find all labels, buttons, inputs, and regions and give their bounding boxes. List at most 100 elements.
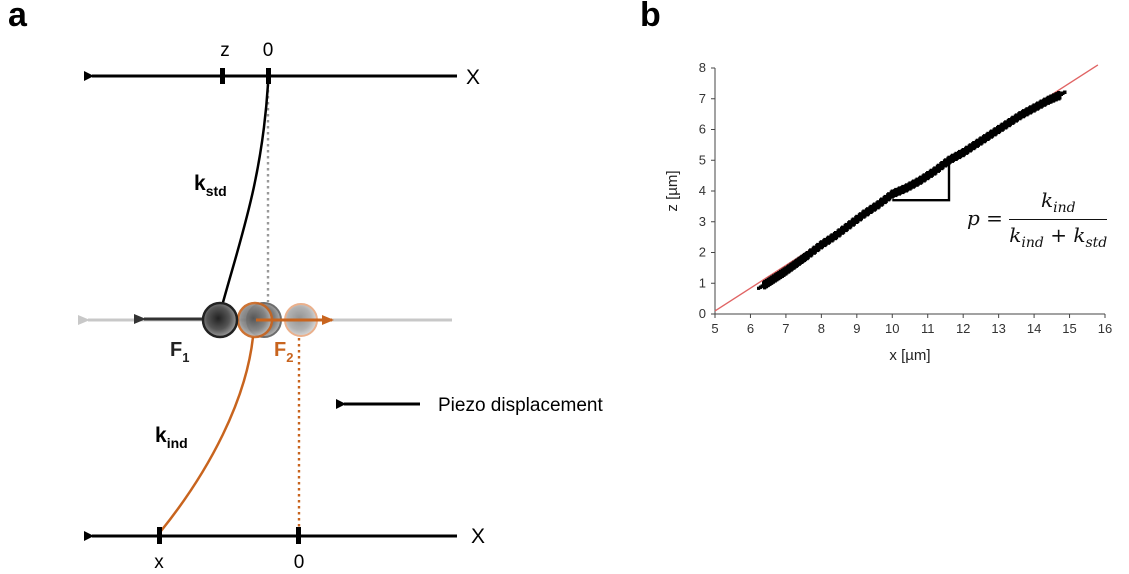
data-point [923,175,927,179]
data-point [765,280,770,285]
data-point [812,248,816,252]
bottom-tick-x [157,527,162,544]
force-diagram: z 0 X kstd F1 F2 kind [78,40,603,573]
y-tick-label: 2 [699,245,706,260]
data-point [1007,118,1011,122]
data-point [989,135,994,139]
data-point [1000,128,1004,132]
data-point [950,153,955,157]
data-point [851,223,855,227]
data-point [830,239,834,243]
data-point [920,177,924,181]
data-point [982,134,987,138]
data-point [952,156,956,160]
data-point [958,155,962,160]
data-point [838,229,842,233]
data-point [869,204,873,208]
data-point [840,228,844,232]
x-tick-label: 10 [885,321,899,336]
data-point [849,221,853,225]
y-tick-label: 6 [699,122,706,137]
data-point [866,209,871,213]
data-point [948,158,952,162]
force-f2-label: F2 [274,339,293,365]
data-point [880,203,884,207]
data-point [947,155,951,159]
data-point [833,237,838,241]
data-point [1063,90,1067,94]
data-point [989,129,994,133]
data-point [891,192,895,197]
data-point [890,189,894,193]
data-point [768,282,772,286]
data-point [936,169,940,173]
data-point [787,264,791,268]
data-point [1052,93,1056,97]
data-point [876,206,880,210]
data-point [983,136,988,140]
bottom-tick-x-label: x [154,552,164,573]
data-point [874,204,878,208]
spring-std-label: kstd [194,172,227,199]
data-point [774,275,778,279]
data-point [1033,106,1037,110]
data-point [901,190,905,195]
data-point [1057,91,1061,95]
top-axis-label: X [466,66,480,89]
data-point [779,275,783,279]
x-tick-label: 16 [1098,321,1112,336]
bead-dark [201,301,239,339]
data-point [987,133,991,137]
data-point [799,257,803,261]
data-point [911,179,916,183]
data-point [782,273,786,277]
formula: p = kind kind + kstd [967,188,1108,251]
data-point [1004,120,1008,124]
data-point [801,256,805,260]
x-tick-label: 9 [853,321,860,336]
x-tick-label: 15 [1062,321,1076,336]
spring-ind-line [160,336,255,532]
data-point [800,260,804,264]
data-point [922,179,926,183]
top-tick-z [220,68,225,84]
data-point [797,262,801,266]
data-point [862,209,866,213]
data-point [1032,103,1036,107]
data-point [845,224,849,228]
data-point [809,254,813,258]
y-tick-label: 5 [699,152,706,167]
data-point [837,234,841,238]
y-tick-label: 4 [699,183,706,198]
data-point [796,259,801,263]
data-point [919,181,923,185]
data-point [968,143,972,147]
data-point [905,186,910,190]
x-axis-title: x [µm] [889,347,930,364]
data-point [819,240,823,244]
data-point [890,195,894,199]
data-point [823,237,827,242]
data-point [887,192,891,196]
data-point [1019,113,1023,117]
data-point [993,133,997,137]
data-point [794,261,798,265]
data-point [763,286,767,290]
data-point [958,149,962,154]
data-point [789,262,793,266]
data-point [1011,115,1015,119]
data-point [833,233,837,237]
data-point [887,198,891,202]
data-point [1028,111,1033,115]
data-point [975,138,979,142]
data-point [908,181,912,185]
y-tick-label: 0 [699,306,706,321]
top-tick-z-label: z [220,40,230,61]
data-point [789,268,793,272]
data-point [1025,107,1029,111]
data-point [780,274,784,278]
chart-annotation [892,160,951,202]
data-point [827,237,832,241]
data-point [929,171,933,176]
data-point [835,232,839,236]
